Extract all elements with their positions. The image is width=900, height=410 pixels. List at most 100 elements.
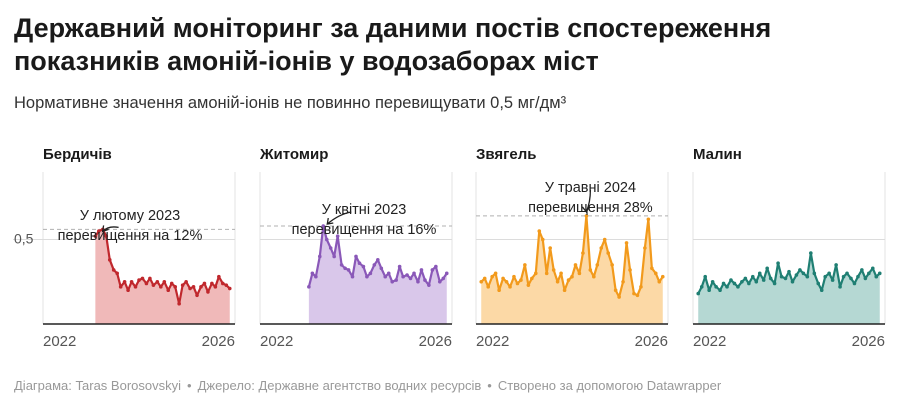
zhytomyr-data-point	[354, 254, 358, 259]
zviahel-data-point	[592, 274, 596, 279]
zviahel-data-point	[540, 237, 545, 242]
zhytomyr-data-point	[343, 266, 347, 271]
malyn-data-point	[867, 271, 871, 276]
zviahel-annotation-line: перевищення 28%	[528, 200, 653, 216]
zhytomyr-data-point	[444, 271, 449, 276]
zviahel-annotation-arrowhead	[581, 205, 590, 214]
malyn-data-point	[721, 281, 726, 286]
malyn-data-point	[747, 281, 751, 286]
malyn-data-point	[870, 266, 875, 271]
zviahel-data-point	[570, 274, 574, 279]
zviahel-data-point	[660, 274, 665, 279]
zhytomyr-data-point	[405, 273, 409, 277]
zviahel-data-point	[639, 285, 643, 289]
malyn-x-tick-2022: 2022	[693, 333, 726, 350]
berdychiv-data-point	[227, 286, 232, 291]
berdychiv-data-point	[195, 293, 199, 298]
malyn-data-point	[812, 271, 817, 276]
chart-subtitle: Нормативне значення амоній-іонів не пови…	[14, 94, 567, 112]
berdychiv-annotation-arrowhead	[101, 225, 109, 233]
zviahel-annotation-line: У травні 2024	[545, 180, 636, 196]
zhytomyr-data-point	[332, 254, 336, 259]
malyn-data-point	[790, 279, 795, 284]
malyn-data-point	[779, 274, 784, 279]
malyn-data-point	[710, 279, 715, 284]
zhytomyr-data-point	[430, 268, 435, 272]
zhytomyr-data-point	[335, 234, 340, 238]
zhytomyr-annotation-arrow	[326, 211, 352, 225]
zviahel-data-point	[595, 263, 600, 267]
malyn-data-point	[863, 276, 868, 281]
malyn-data-point	[754, 279, 759, 284]
zhytomyr-data-point	[423, 278, 427, 282]
berdychiv-data-point	[169, 281, 174, 286]
malyn-data-point	[725, 285, 729, 289]
zhytomyr-annotation-line: перевищення на 16%	[292, 222, 437, 238]
zhytomyr-data-point	[434, 264, 438, 269]
berdychiv-data-point	[224, 283, 229, 287]
footer-tool: Створено за допомогою Datawrapper	[497, 378, 722, 393]
zviahel-data-point	[486, 285, 491, 289]
malyn-data-point	[819, 288, 824, 293]
zviahel-area	[481, 215, 663, 324]
zviahel-data-point	[646, 217, 651, 222]
berdychiv-data-point	[162, 279, 167, 284]
zhytomyr-data-point	[401, 274, 405, 279]
zhytomyr-data-point	[372, 263, 377, 267]
malyn-data-point	[823, 274, 828, 279]
malyn-data-point	[761, 278, 766, 282]
malyn-data-point	[714, 285, 718, 289]
berdychiv-data-point	[144, 281, 149, 286]
zviahel-data-point	[617, 295, 621, 299]
malyn-data-point	[750, 274, 755, 279]
berdychiv-data-point	[118, 285, 123, 289]
zviahel-data-point	[628, 268, 632, 272]
berdychiv-data-point	[173, 285, 178, 289]
zviahel-data-point	[530, 276, 534, 281]
zhytomyr-data-point	[346, 268, 351, 272]
berdychiv-data-point	[93, 234, 98, 238]
zhytomyr-data-point	[386, 271, 391, 276]
zviahel-data-point	[632, 291, 636, 296]
zviahel-data-point	[643, 246, 647, 250]
malyn-data-point	[852, 281, 857, 286]
malyn-data-point	[798, 268, 802, 272]
zhytomyr-data-point	[416, 279, 420, 284]
malyn-data-point	[849, 276, 853, 281]
footer-author: Діаграма: Taras Borosovskyi	[14, 378, 181, 393]
zhytomyr-data-point	[390, 279, 395, 284]
berdychiv-data-point	[188, 286, 192, 291]
berdychiv-x-tick-2026: 2026	[202, 333, 235, 350]
malyn-data-point	[757, 271, 762, 276]
panel-title-malyn: Малин	[693, 146, 742, 163]
zhytomyr-data-point	[397, 264, 402, 269]
berdychiv-data-point	[107, 258, 112, 262]
chart-title: Державний моніторинг за даними постів сп…	[14, 13, 772, 76]
zviahel-data-point	[577, 271, 582, 276]
malyn-data-point	[736, 285, 740, 289]
malyn-data-point	[809, 251, 813, 255]
zhytomyr-data-point	[376, 258, 380, 262]
zviahel-data-point	[624, 241, 629, 245]
berdychiv-data-point	[180, 283, 185, 287]
zhytomyr-data-point	[324, 237, 329, 242]
zviahel-data-point	[599, 246, 604, 250]
zhytomyr-data-point	[307, 285, 311, 289]
zhytomyr-data-point	[437, 279, 442, 284]
zhytomyr-data-point	[361, 264, 366, 269]
zviahel-data-point	[523, 263, 527, 267]
malyn-data-point	[874, 274, 879, 279]
malyn-data-point	[805, 274, 810, 279]
malyn-data-point	[801, 271, 806, 276]
malyn-data-point	[703, 274, 708, 279]
berdychiv-data-point	[199, 285, 203, 289]
zviahel-x-tick-2026: 2026	[635, 333, 668, 350]
malyn-data-point	[718, 288, 722, 293]
malyn-data-point	[838, 285, 842, 289]
berdychiv-annotation-line: У лютому 2023	[80, 208, 180, 224]
zviahel-data-point	[512, 274, 516, 279]
malyn-data-point	[845, 271, 849, 276]
berdychiv-data-point	[184, 279, 188, 284]
berdychiv-data-point	[159, 285, 163, 289]
zhytomyr-annotation-line: У квітні 2023	[322, 202, 407, 218]
